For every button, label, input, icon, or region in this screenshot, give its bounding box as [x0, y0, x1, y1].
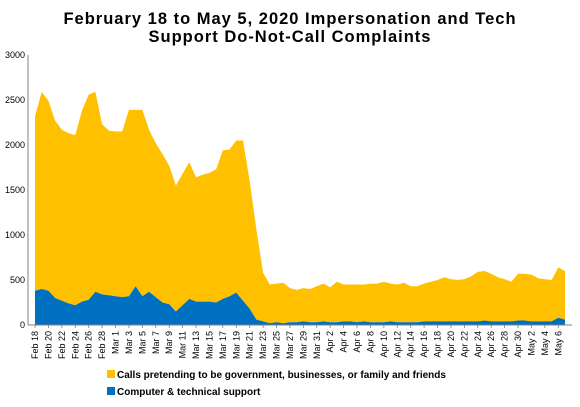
- x-tick-label: Apr 22: [459, 331, 469, 358]
- x-tick-label: Apr 14: [406, 331, 416, 358]
- x-tick-label: Mar 19: [231, 331, 241, 359]
- x-tick-label: Mar 29: [298, 331, 308, 359]
- x-tick-label: Apr 16: [419, 331, 429, 358]
- x-tick-label: Apr 30: [513, 331, 523, 358]
- x-tick-label: Apr 10: [379, 331, 389, 358]
- x-tick-label: Mar 7: [151, 331, 161, 354]
- x-tick-label: May 2: [526, 331, 536, 356]
- legend: Calls pretending to be government, busin…: [107, 370, 446, 398]
- x-axis-tick-labels: Feb 18 Feb 20 Feb 22 Feb 24 Feb 26 Feb 28 Mar …: [30, 331, 563, 359]
- x-tick-label: Mar 3: [124, 331, 134, 354]
- x-tick-label: Feb 22: [57, 331, 67, 359]
- x-tick-label: Apr 24: [473, 331, 483, 358]
- legend-swatch-tech: [107, 387, 115, 395]
- x-tick-label: Mar 25: [272, 331, 282, 359]
- x-tick-label: Feb 28: [97, 331, 107, 359]
- x-tick-label: Mar 31: [312, 331, 322, 359]
- x-tick-label: Mar 27: [285, 331, 295, 359]
- x-tick-label: Feb 18: [30, 331, 40, 359]
- y-tick-label: 3000: [5, 50, 25, 60]
- x-tick-label: Apr 28: [500, 331, 510, 358]
- x-tick-label: Mar 17: [218, 331, 228, 359]
- x-tick-label: Apr 2: [325, 331, 335, 353]
- plot-areas: [35, 91, 565, 325]
- y-tick-label: 0: [20, 320, 25, 330]
- x-tick-label: Feb 20: [43, 331, 53, 359]
- legend-label-tech: Computer & technical support: [117, 387, 261, 398]
- x-tick-label: Mar 15: [204, 331, 214, 359]
- x-tick-label: Mar 9: [164, 331, 174, 354]
- y-tick-label: 1000: [5, 230, 25, 240]
- chart-title-line-1: February 18 to May 5, 2020 Impersonation…: [63, 10, 516, 28]
- y-tick-label: 500: [10, 275, 25, 285]
- x-tick-label: Mar 23: [258, 331, 268, 359]
- x-tick-label: Apr 18: [433, 331, 443, 358]
- legend-swatch-government: [107, 370, 115, 378]
- area-series-tech: [35, 286, 565, 325]
- x-tick-label: Mar 1: [111, 331, 121, 354]
- y-tick-label: 2000: [5, 140, 25, 150]
- x-tick-label: Apr 4: [339, 331, 349, 353]
- x-tick-label: Apr 8: [365, 331, 375, 353]
- y-tick-label: 2500: [5, 95, 25, 105]
- x-tick-label: Feb 24: [70, 331, 80, 359]
- x-tick-label: Mar 5: [137, 331, 147, 354]
- x-tick-label: May 4: [540, 331, 550, 356]
- x-tick-label: Mar 13: [191, 331, 201, 359]
- x-tick-label: Mar 11: [178, 331, 188, 358]
- axes: [27, 55, 572, 328]
- x-tick-label: Mar 21: [245, 331, 255, 359]
- x-tick-label: May 6: [553, 331, 563, 356]
- y-axis-tick-labels: 0 500 1000 1500 2000 2500 3000: [5, 50, 25, 330]
- x-tick-label: Apr 20: [446, 331, 456, 358]
- y-tick-label: 1500: [5, 185, 25, 195]
- area-series-government: [35, 91, 565, 324]
- chart-title-line-2: Support Do-Not-Call Complaints: [149, 28, 432, 46]
- x-tick-label: Feb 26: [84, 331, 94, 359]
- x-tick-label: Apr 12: [392, 331, 402, 358]
- x-tick-label: Apr 26: [486, 331, 496, 358]
- x-tick-label: Apr 6: [352, 331, 362, 353]
- legend-label-government: Calls pretending to be government, busin…: [117, 370, 446, 381]
